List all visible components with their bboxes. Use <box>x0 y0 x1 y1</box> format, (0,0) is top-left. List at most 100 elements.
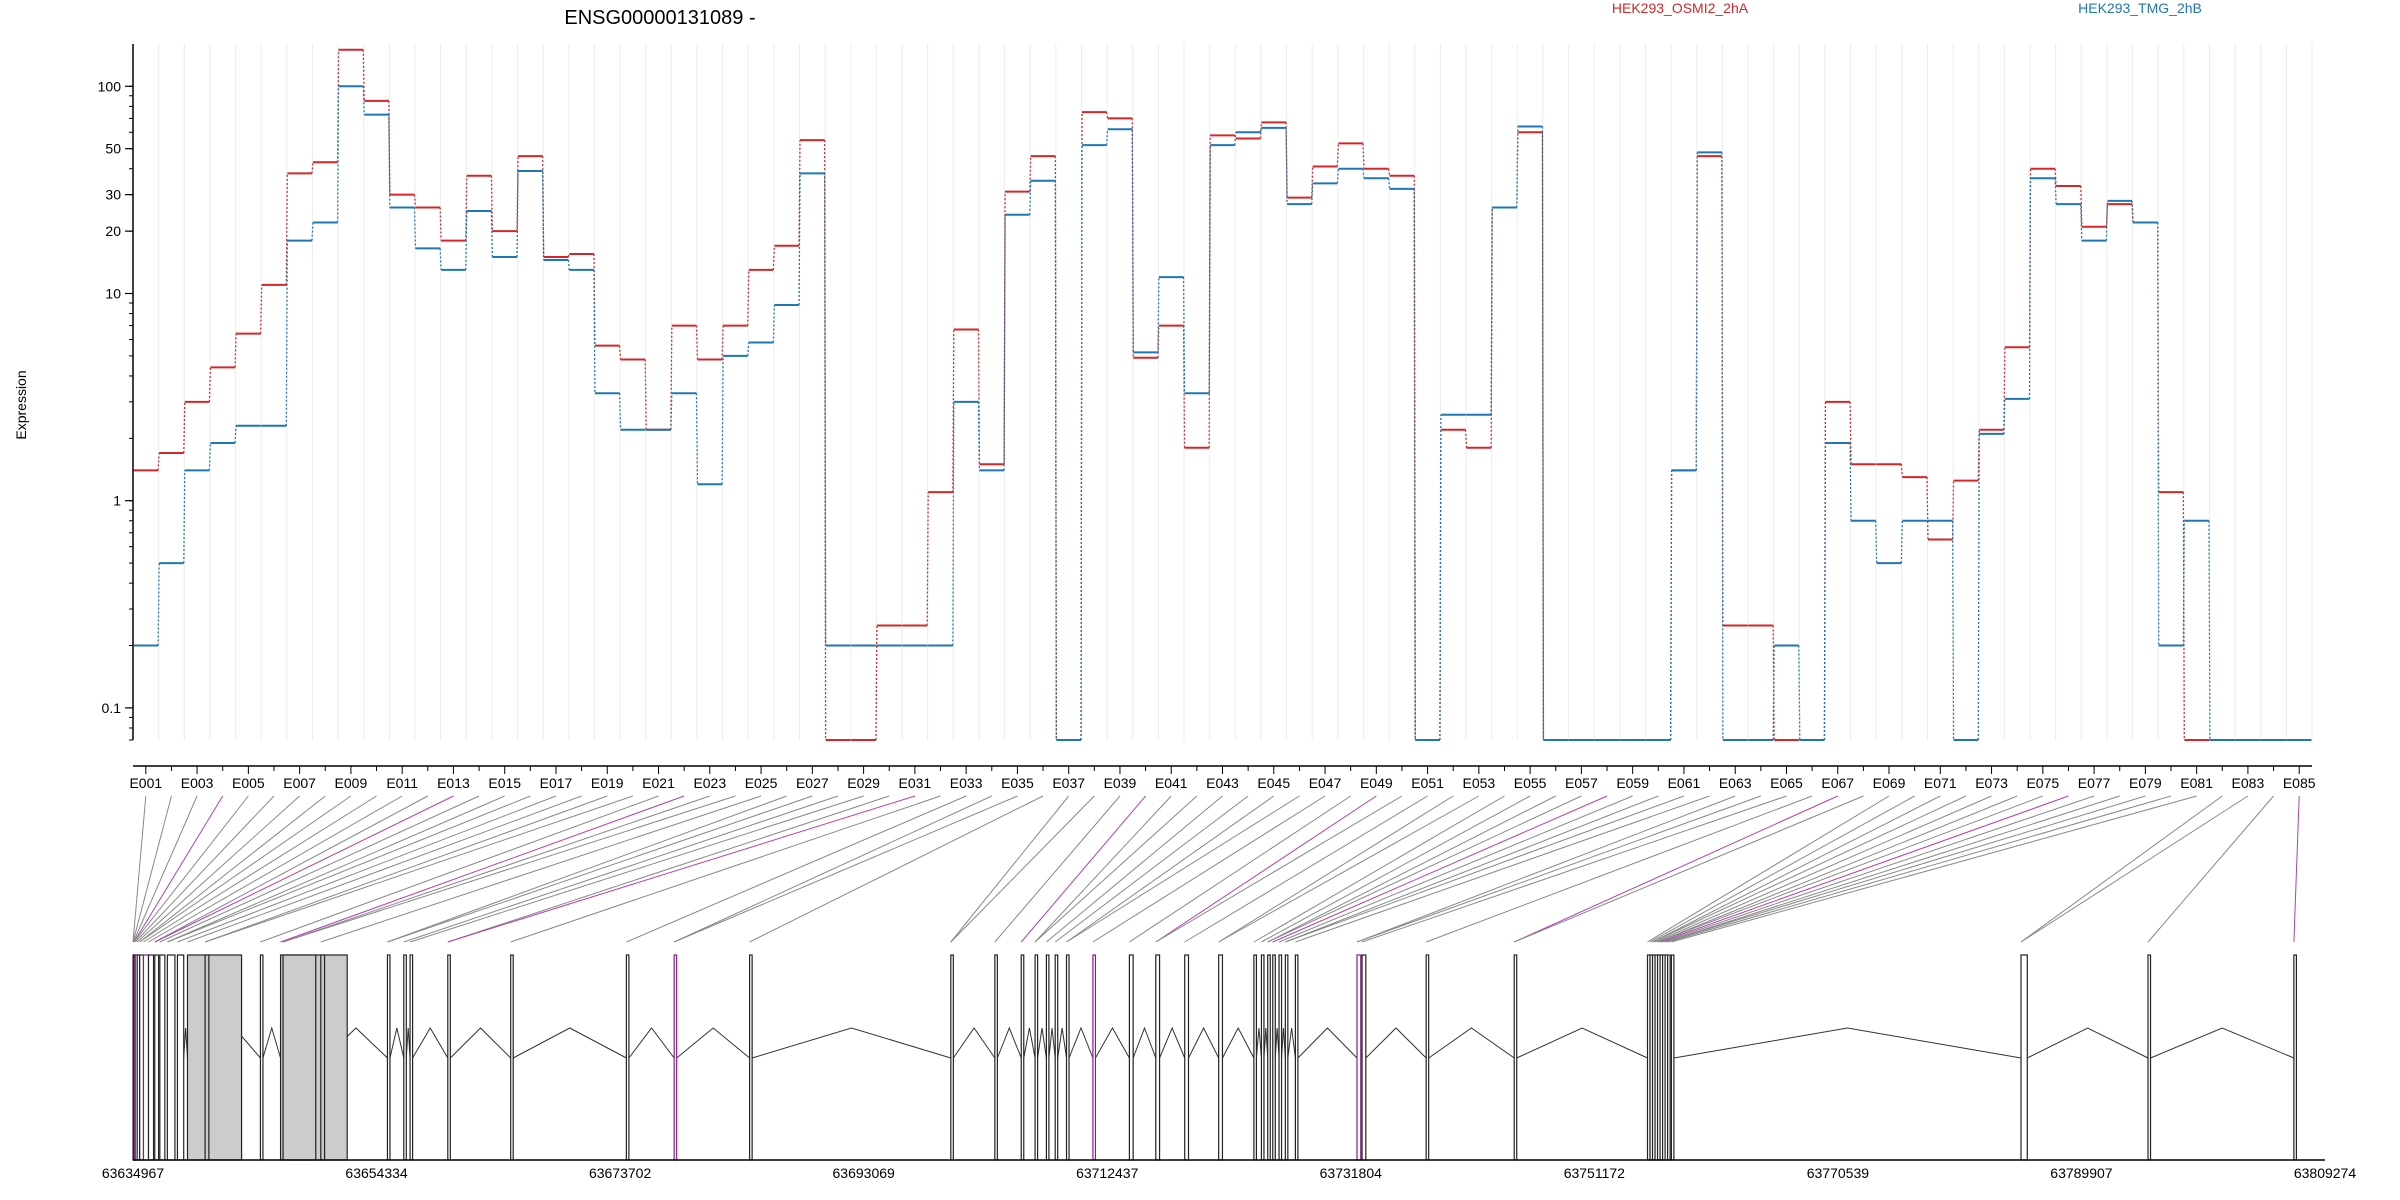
exon-connector <box>139 795 326 943</box>
series-0-connector <box>157 452 160 471</box>
exon-box <box>1045 954 1050 1161</box>
exon-connector <box>409 795 864 943</box>
series-0-connector <box>285 173 288 285</box>
series-1-connector <box>798 173 801 306</box>
series-1-connector <box>1285 127 1288 205</box>
intron-line <box>389 1027 405 1059</box>
series-0-connector <box>747 269 750 326</box>
series-1-connector <box>1823 442 1827 741</box>
exon-connector <box>1046 795 1223 943</box>
series-0-connector <box>362 49 365 101</box>
exon-box <box>142 954 150 1161</box>
intron-line <box>1023 1027 1036 1059</box>
x-tick-label: E003 <box>181 775 214 791</box>
series-1-connector <box>1516 126 1519 208</box>
genome-axis: 63634967 63654334 63673702 63693069 63712437… <box>102 1159 2356 1181</box>
series-1-connector <box>1259 127 1263 133</box>
series-0-connector <box>311 162 314 174</box>
exon-box <box>1667 954 1671 1161</box>
exon-connector <box>134 795 275 943</box>
series-0-connector <box>516 156 519 232</box>
exon-connector <box>260 795 659 943</box>
exon-connector <box>1129 795 1351 943</box>
exon-box <box>2147 954 2152 1161</box>
exon-connector <box>1218 795 1454 943</box>
exon-connector <box>204 795 634 943</box>
x-tick-label: E021 <box>642 775 675 791</box>
intron-line <box>628 1027 675 1059</box>
x-tick-label: E085 <box>2283 775 2316 791</box>
series-0-connector <box>2080 186 2083 227</box>
x-tick-label: E047 <box>1309 775 1342 791</box>
series-1-connector <box>157 563 160 646</box>
series-1-connector <box>1208 145 1211 394</box>
series-1-connector <box>388 114 391 208</box>
intron-line <box>1274 1027 1280 1059</box>
y-tick-label: 30 <box>105 187 121 203</box>
series-1-connector <box>183 470 186 564</box>
x-tick-label: E005 <box>232 775 265 791</box>
exon-box <box>510 954 514 1161</box>
exon-connector <box>403 795 839 943</box>
exon-connector <box>143 795 377 943</box>
intron-line <box>1037 1027 1047 1059</box>
x-tick-label: E073 <box>1975 775 2008 791</box>
series-1-connector <box>1080 145 1083 741</box>
genome-tick-label: 63673702 <box>589 1165 652 1181</box>
series-0 <box>133 48 2312 741</box>
series-0-connector <box>2054 168 2057 187</box>
intron-line <box>1255 1027 1262 1059</box>
genome-tick-label: 63693069 <box>833 1165 896 1181</box>
series-1-connector <box>2208 520 2211 741</box>
x-tick-label: E039 <box>1104 775 1137 791</box>
y-tick-label: 10 <box>105 285 121 301</box>
x-tick-label: E069 <box>1873 775 1906 791</box>
x-tick-label: E025 <box>745 775 778 791</box>
series-1-connector <box>2028 178 2032 399</box>
series-1-connector <box>336 86 340 223</box>
series-1-connector <box>593 269 596 394</box>
exon-connector-lines <box>132 795 2300 943</box>
series-1-connector <box>1182 277 1186 394</box>
exon-connector <box>1066 795 1300 943</box>
series-layer <box>133 48 2312 741</box>
series-1-connector <box>1849 442 1852 521</box>
exon-box <box>1034 954 1039 1161</box>
exon-connector <box>1155 795 1377 943</box>
series-1-connector <box>1362 168 1365 179</box>
x-tick-label: E051 <box>1411 775 1444 791</box>
exon-connector <box>1667 795 2172 943</box>
exon-connector <box>132 795 198 943</box>
y-axis-label: Expression <box>13 370 29 439</box>
series-0-connector <box>567 253 570 258</box>
exon-connector <box>136 795 300 943</box>
series-1-connector <box>1105 129 1109 146</box>
y-tick-label: 50 <box>105 141 121 157</box>
legend-entry-1: HEK293_TMG_2hB <box>2078 0 2202 16</box>
series-0-connector <box>465 175 468 241</box>
exon-box <box>625 954 630 1161</box>
exon-box <box>1284 954 1289 1161</box>
exon-box <box>1092 954 1097 1161</box>
exon-connector <box>204 795 608 943</box>
y-axis: 0.1 1 10 20 30 50 100 <box>98 44 134 741</box>
intron-line <box>1297 1027 1358 1059</box>
exon-connector <box>1356 795 1762 943</box>
x-tick-label: E035 <box>1001 775 1034 791</box>
exon-box <box>1272 954 1276 1161</box>
series-0-connector <box>1362 143 1365 169</box>
exon-box <box>2293 954 2298 1161</box>
x-tick-label: E033 <box>950 775 983 791</box>
exon-connector <box>177 795 557 943</box>
series-1-connector <box>2003 398 2006 434</box>
exon-connector <box>1652 795 1941 943</box>
exon-connector <box>1092 795 1326 943</box>
x-tick-label: E057 <box>1565 775 1598 791</box>
exon-connector <box>154 795 429 943</box>
exon-box <box>386 954 391 1161</box>
exon-box <box>409 954 414 1161</box>
x-tick-label: E023 <box>693 775 726 791</box>
x-tick-label: E027 <box>796 775 829 791</box>
legend-entry-0: HEK293_OSMI2_2hA <box>1612 0 1749 16</box>
series-0-connector <box>695 325 699 360</box>
